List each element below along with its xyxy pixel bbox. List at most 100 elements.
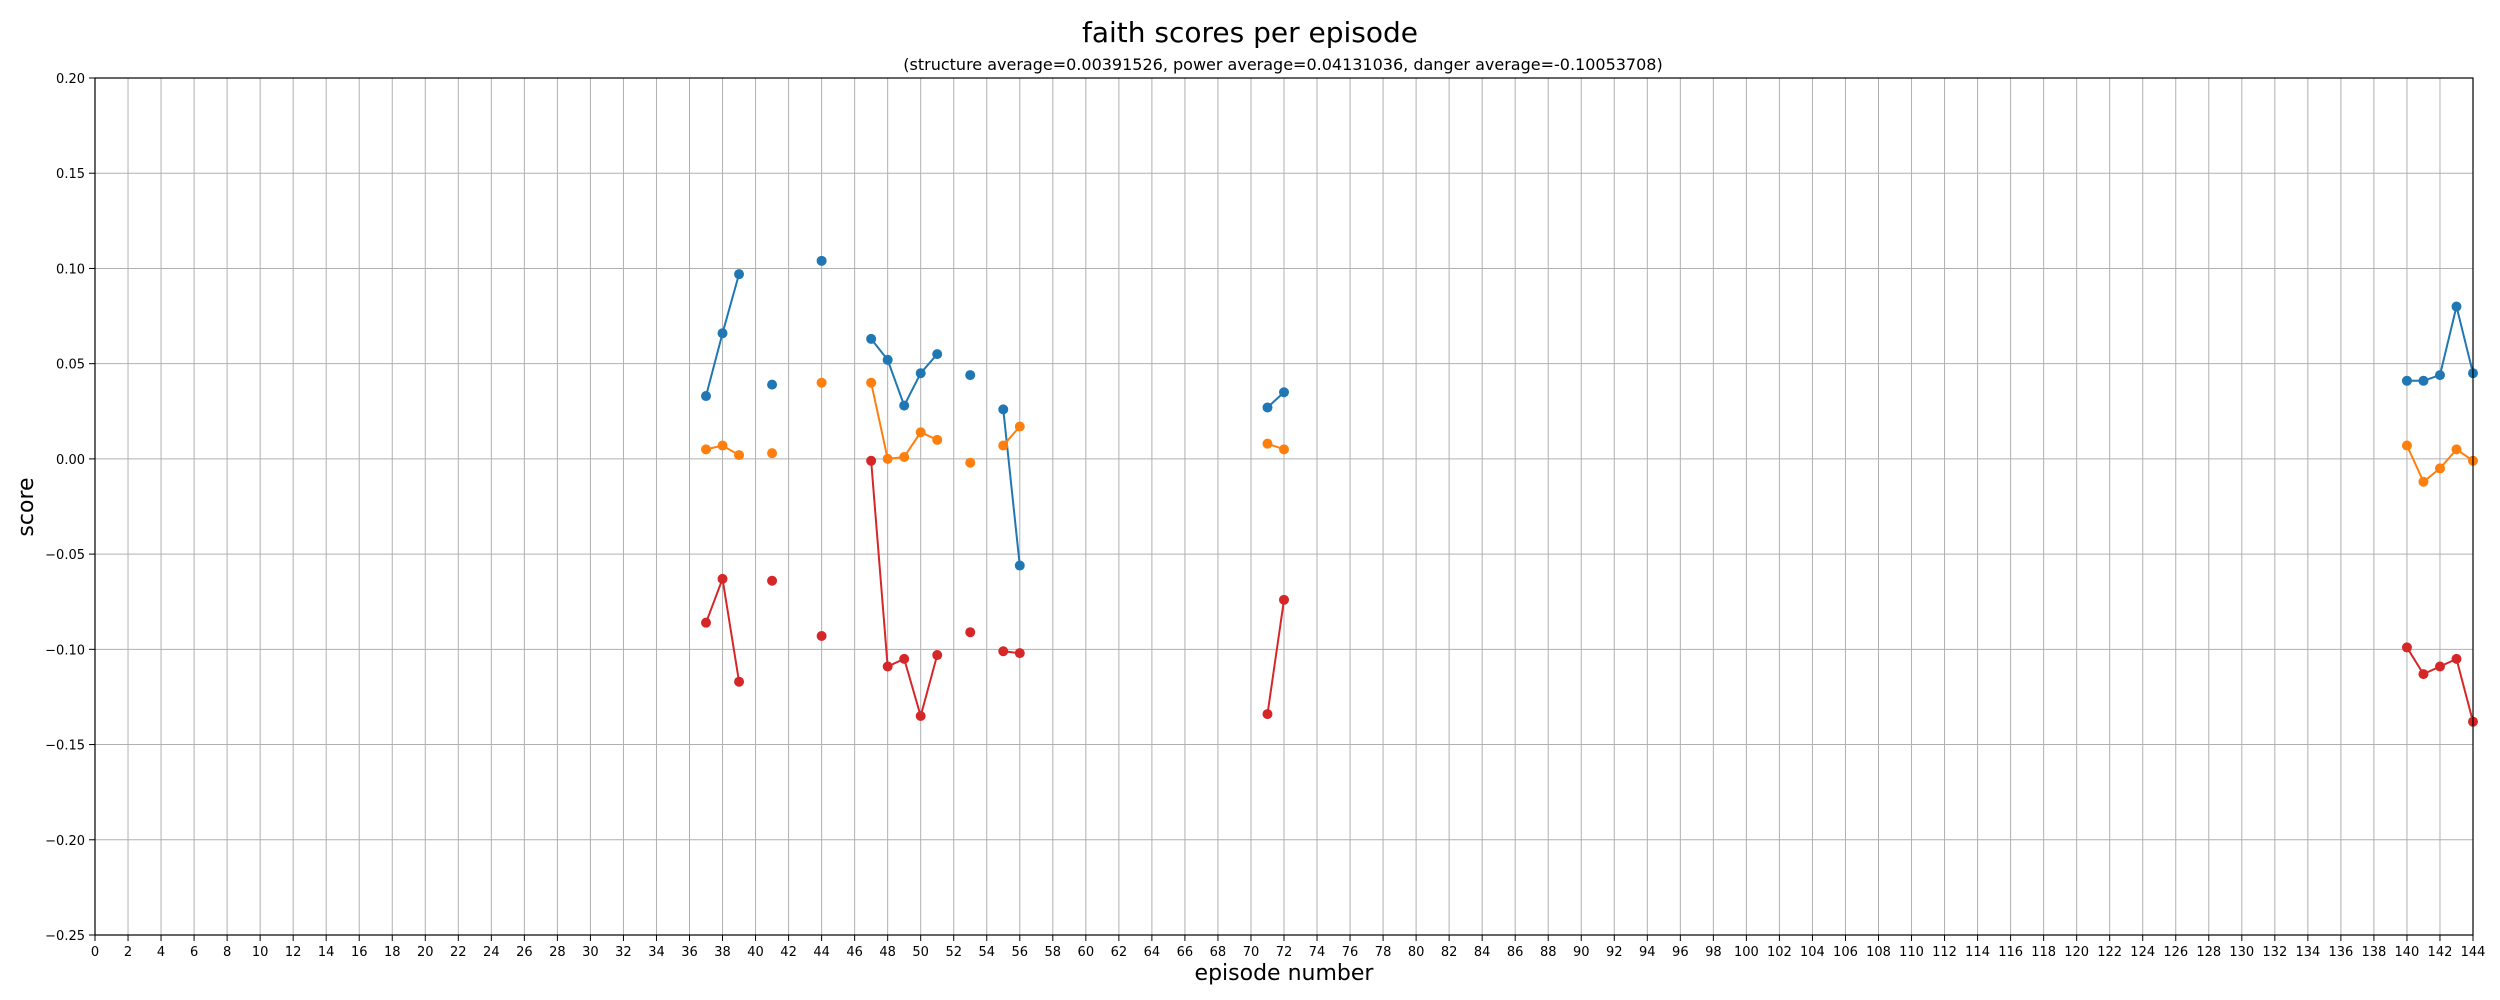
- data-point: [1014, 648, 1025, 659]
- data-point: [2401, 375, 2412, 386]
- x-tick-label: 64: [1144, 945, 1161, 960]
- data-point: [1279, 594, 1289, 605]
- x-tick-label: 56: [1012, 945, 1029, 960]
- x-tick-label: 114: [1965, 945, 1990, 960]
- x-tick-label: 134: [2295, 945, 2320, 960]
- x-tick-label: 86: [1507, 945, 1524, 960]
- x-tick-label: 62: [1111, 945, 1128, 960]
- x-tick-label: 98: [1705, 945, 1722, 960]
- data-point: [2418, 375, 2429, 386]
- data-point: [899, 653, 910, 664]
- data-point: [899, 400, 910, 411]
- x-tick-label: 68: [1210, 945, 1227, 960]
- data-point: [2451, 444, 2462, 455]
- x-tick-label: 0: [91, 945, 99, 960]
- data-point: [1262, 402, 1273, 413]
- x-tick-label: 72: [1276, 945, 1293, 960]
- data-point: [701, 617, 712, 628]
- x-tick-label: 128: [2196, 945, 2221, 960]
- y-tick-label: 0.05: [56, 358, 85, 373]
- x-tick-label: 76: [1342, 945, 1359, 960]
- x-tick-label: 28: [549, 945, 566, 960]
- data-point: [866, 377, 877, 388]
- chart-subtitle: (structure average=0.00391526, power ave…: [903, 55, 1662, 74]
- x-tick-label: 102: [1767, 945, 1792, 960]
- x-tick-label: 92: [1606, 945, 1623, 960]
- x-tick-label: 94: [1639, 945, 1656, 960]
- x-tick-label: 38: [714, 945, 731, 960]
- data-point: [816, 255, 827, 266]
- series-line-segment: [721, 273, 741, 334]
- y-tick-label: −0.20: [45, 834, 85, 849]
- series-line-segment: [705, 578, 724, 624]
- x-tick-label: 120: [2064, 945, 2089, 960]
- x-tick-label: 80: [1408, 945, 1425, 960]
- x-tick-label: 66: [1177, 945, 1194, 960]
- x-tick-label: 136: [2328, 945, 2353, 960]
- x-tick-label: 44: [813, 945, 830, 960]
- data-point: [932, 349, 943, 360]
- x-tick-label: 124: [2130, 945, 2155, 960]
- axis-ticks: 0 2 4 6 8 10 12 14 16 18 20 22 24 26 28 30 32 34 36 38 40 42 4…: [45, 72, 2485, 960]
- chart-title: faith scores per episode: [1082, 16, 1418, 49]
- data-point: [965, 370, 976, 381]
- x-tick-label: 10: [252, 945, 269, 960]
- x-tick-label: 50: [912, 945, 929, 960]
- x-tick-label: 144: [2461, 945, 2486, 960]
- x-tick-label: 112: [1932, 945, 1957, 960]
- series-line-segment: [886, 359, 906, 406]
- x-tick-label: 8: [223, 945, 231, 960]
- series-2: [701, 377, 2478, 487]
- y-tick-label: 0.10: [56, 262, 85, 277]
- data-point: [1262, 709, 1273, 720]
- data-point: [767, 379, 778, 390]
- data-point: [2434, 463, 2445, 474]
- data-point: [2451, 301, 2462, 312]
- data-point: [932, 434, 943, 445]
- series-line-segment: [870, 460, 889, 667]
- x-tick-label: 130: [2229, 945, 2254, 960]
- series-line-segment: [870, 382, 889, 460]
- data-point: [899, 451, 910, 462]
- x-tick-label: 88: [1540, 945, 1557, 960]
- y-tick-label: 0.15: [56, 167, 85, 182]
- x-tick-label: 126: [2163, 945, 2188, 960]
- x-tick-label: 110: [1899, 945, 1924, 960]
- data-point: [717, 573, 728, 584]
- x-tick-label: 26: [516, 945, 533, 960]
- data-point: [816, 377, 827, 388]
- data-point: [2401, 642, 2412, 653]
- data-point: [701, 391, 712, 402]
- x-tick-label: 6: [190, 945, 198, 960]
- x-tick-label: 96: [1672, 945, 1689, 960]
- x-tick-label: 140: [2395, 945, 2420, 960]
- data-point: [998, 440, 1009, 451]
- x-tick-label: 24: [483, 945, 500, 960]
- series-line-segment: [903, 658, 922, 717]
- x-tick-label: 22: [450, 945, 467, 960]
- series-3: [701, 455, 2478, 727]
- y-tick-label: −0.05: [45, 548, 85, 563]
- x-tick-label: 90: [1573, 945, 1590, 960]
- data-point: [882, 453, 893, 464]
- x-tick-label: 116: [1998, 945, 2023, 960]
- x-axis-label: episode number: [1195, 961, 1375, 986]
- data-point: [965, 457, 976, 468]
- x-tick-label: 108: [1866, 945, 1891, 960]
- data-point: [717, 328, 728, 339]
- x-tick-label: 142: [2428, 945, 2453, 960]
- x-tick-label: 58: [1045, 945, 1062, 960]
- data-point: [734, 676, 745, 687]
- x-tick-label: 104: [1800, 945, 1825, 960]
- data-point: [882, 354, 893, 365]
- data-point: [1014, 421, 1025, 432]
- x-tick-label: 18: [384, 945, 401, 960]
- series-line-segment: [2438, 306, 2458, 376]
- series-line-segment: [2455, 658, 2474, 722]
- x-tick-label: 12: [285, 945, 302, 960]
- plot-frame: [94, 77, 2474, 936]
- x-tick-label: 2: [124, 945, 132, 960]
- data-point: [2451, 653, 2462, 664]
- series-line-segment: [1266, 599, 1285, 715]
- x-tick-label: 36: [681, 945, 698, 960]
